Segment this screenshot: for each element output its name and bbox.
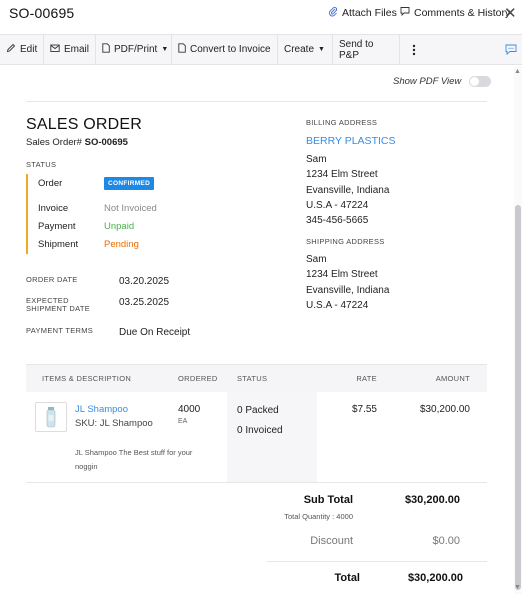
status-order-label: Order <box>38 178 63 189</box>
more-options-icon[interactable] <box>400 35 428 64</box>
discount-value: $0.00 <box>432 535 460 547</box>
expected-label-line1: EXPECTED <box>26 296 69 305</box>
edit-button[interactable]: Edit <box>0 35 44 64</box>
item-name-link[interactable]: JL Shampoo <box>75 404 128 415</box>
pdf-icon <box>102 43 110 56</box>
header: SO-00695 Attach Files Comments & History… <box>0 0 522 34</box>
order-date-label: ORDER DATE <box>26 275 78 284</box>
product-image <box>35 402 67 432</box>
status-column-bg <box>227 392 317 482</box>
pencil-icon <box>6 43 16 56</box>
edit-label: Edit <box>20 44 38 55</box>
convert-to-invoice-button[interactable]: Convert to Invoice <box>172 35 278 64</box>
divider <box>26 101 487 102</box>
expected-label-line2: SHIPMENT DATE <box>26 304 91 313</box>
item-sku: SKU: JL Shampoo <box>75 418 153 429</box>
sales-order-number-value: SO-00695 <box>84 137 128 148</box>
send-label: Send to P&P <box>339 38 374 61</box>
chevron-down-icon: ▼ <box>318 46 325 53</box>
send-to-pp-button[interactable]: Send to P&P <box>333 35 400 64</box>
create-label: Create <box>284 44 315 55</box>
attach-files-link[interactable]: Attach Files <box>328 6 397 20</box>
col-amount: AMOUNT <box>435 374 470 383</box>
payment-terms-label: PAYMENT TERMS <box>26 326 94 335</box>
document-icon <box>178 43 186 56</box>
status-badge: CONFIRMED <box>104 177 155 190</box>
col-items: ITEMS & DESCRIPTION <box>42 374 132 383</box>
shipping-line: U.S.A - 47224 <box>306 300 369 311</box>
col-ordered: ORDERED <box>178 374 218 383</box>
comments-history-link[interactable]: Comments & History <box>400 6 510 19</box>
divider <box>267 561 487 562</box>
status-invoice-label: Invoice <box>38 203 69 214</box>
billing-address-label: BILLING ADDRESS <box>306 118 378 127</box>
billing-line: 1234 Elm Street <box>306 169 378 180</box>
show-pdf-view-label: Show PDF View <box>393 76 462 87</box>
total-value: $30,200.00 <box>407 572 463 584</box>
col-status: STATUS <box>237 374 268 383</box>
col-rate: RATE <box>356 374 377 383</box>
billing-phone: 345-456-5665 <box>306 215 369 226</box>
comments-history-label: Comments & History <box>414 6 511 19</box>
shipping-line: Sam <box>306 254 327 265</box>
expected-shipment-label: EXPECTED SHIPMENT DATE <box>26 297 90 313</box>
show-pdf-view: Show PDF View <box>393 76 492 87</box>
toolbar: Edit Email PDF/Print ▼ Convert to Invoic… <box>0 34 522 65</box>
status-shipment-value: Pending <box>104 239 139 250</box>
paperclip-icon <box>328 6 338 20</box>
sales-order-number: Sales Order# SO-00695 <box>26 137 128 148</box>
shipping-line: 1234 Elm Street <box>306 269 378 280</box>
discount-label: Discount <box>310 535 353 547</box>
item-quantity: 4000 <box>178 404 201 415</box>
order-date-value: 03.20.2025 <box>119 276 170 287</box>
payment-terms-value: Due On Receipt <box>119 327 191 338</box>
status-block: Order CONFIRMED Invoice Not Invoiced Pay… <box>26 174 176 254</box>
close-icon[interactable]: ✕ <box>504 5 517 22</box>
document-heading: SALES ORDER <box>26 116 143 133</box>
total-quantity: Total Quantity : 4000 <box>284 512 353 521</box>
item-packed-status: 0 Packed <box>237 405 279 416</box>
status-payment-label: Payment <box>38 221 76 232</box>
chat-icon[interactable] <box>500 35 522 64</box>
create-button[interactable]: Create ▼ <box>278 35 333 64</box>
email-label: Email <box>64 44 90 55</box>
item-rate: $7.55 <box>351 404 377 415</box>
page-title: SO-00695 <box>9 5 75 21</box>
pdf-print-button[interactable]: PDF/Print ▼ <box>96 35 172 64</box>
pdf-print-label: PDF/Print <box>114 44 158 55</box>
item-description: JL Shampoo The Best stuff for your noggi… <box>75 448 193 471</box>
billing-company-link[interactable]: BERRY PLASTICS <box>306 135 396 147</box>
convert-label: Convert to Invoice <box>190 44 271 55</box>
envelope-icon <box>50 44 60 56</box>
scrollbar-thumb[interactable] <box>515 205 521 590</box>
shipping-address-label: SHIPPING ADDRESS <box>306 237 385 246</box>
status-invoice-value: Not Invoiced <box>104 203 157 214</box>
status-shipment-label: Shipment <box>38 239 79 250</box>
chevron-down-icon: ▼ <box>161 46 169 53</box>
sales-order-number-prefix: Sales Order# <box>26 137 82 148</box>
status-section-label: STATUS <box>26 160 57 169</box>
pdf-view-toggle[interactable] <box>469 76 492 87</box>
item-unit: EA <box>178 418 188 425</box>
divider <box>26 482 487 483</box>
items-table-header: ITEMS & DESCRIPTION ORDERED STATUS RATE … <box>26 364 487 392</box>
scroll-up-icon[interactable]: ▲ <box>514 68 521 75</box>
toggle-knob <box>470 77 480 86</box>
shipping-line: Evansville, Indiana <box>306 285 390 296</box>
sub-total-label: Sub Total <box>303 494 353 506</box>
item-invoiced-status: 0 Invoiced <box>237 425 283 436</box>
sub-total-value: $30,200.00 <box>404 494 460 506</box>
total-label: Total <box>334 572 360 584</box>
billing-line: Sam <box>306 154 327 165</box>
status-payment-value: Unpaid <box>104 221 135 232</box>
billing-line: Evansville, Indiana <box>306 185 390 196</box>
email-button[interactable]: Email <box>44 35 96 64</box>
comment-icon <box>400 6 410 19</box>
billing-line: U.S.A - 47224 <box>306 200 369 211</box>
expected-shipment-value: 03.25.2025 <box>119 297 170 308</box>
item-amount: $30,200.00 <box>419 404 470 415</box>
attach-files-label: Attach Files <box>342 7 397 19</box>
scroll-down-icon[interactable]: ▼ <box>514 584 521 591</box>
